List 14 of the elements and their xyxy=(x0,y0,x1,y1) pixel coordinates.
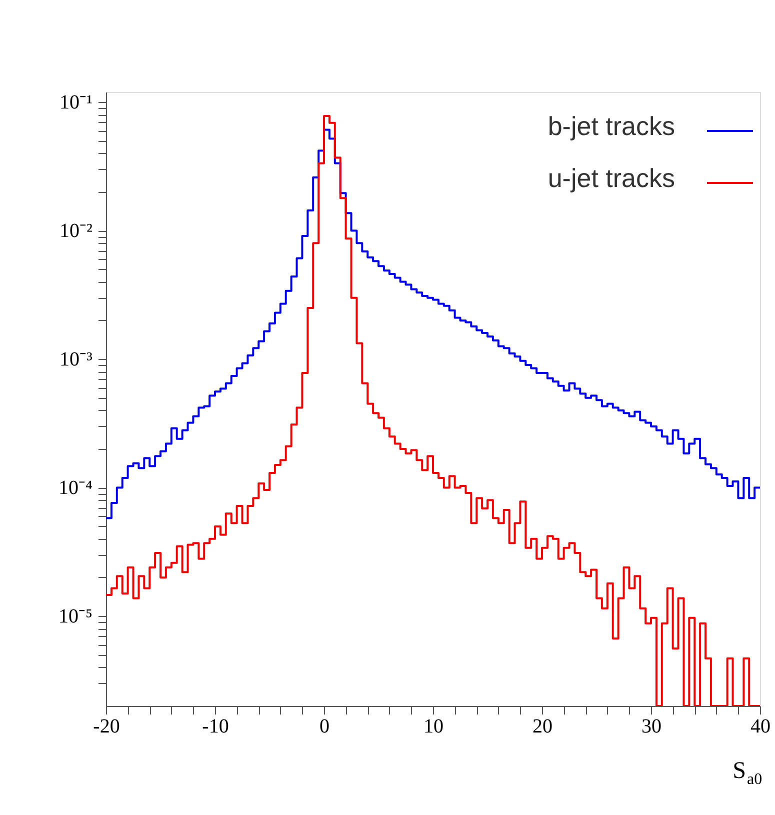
x-tick-label: 20 xyxy=(532,716,552,738)
x-tick-label: -10 xyxy=(202,716,229,738)
x-tick-label: 30 xyxy=(642,716,662,738)
legend-label: b-jet tracks xyxy=(548,111,675,141)
x-tick-label: 0 xyxy=(320,716,330,738)
x-tick-label: 10 xyxy=(424,716,444,738)
y-tick-label: 10⁻² xyxy=(60,220,92,242)
y-tick-label: 10⁻⁵ xyxy=(58,606,92,628)
legend-label: u-jet tracks xyxy=(548,163,675,193)
y-tick-label: 10⁻¹ xyxy=(60,92,92,114)
x-tick-label: 40 xyxy=(750,716,770,738)
x-tick-label: -20 xyxy=(93,716,120,738)
y-tick-label: 10⁻⁴ xyxy=(58,477,93,500)
y-tick-label: 10⁻³ xyxy=(60,348,92,371)
